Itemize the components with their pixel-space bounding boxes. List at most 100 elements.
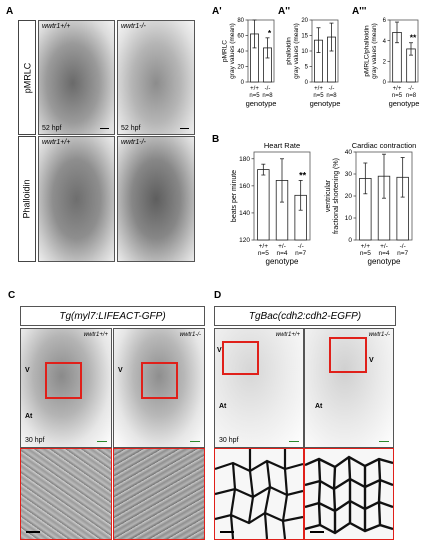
n-label: n=5 bbox=[258, 250, 269, 257]
genotype-label: wwtr1+/+ bbox=[83, 332, 108, 338]
row-label-box-pmrlc: pMRLC bbox=[18, 20, 36, 135]
zoom-c-mutant bbox=[113, 448, 205, 540]
y-axis-label: ventricular bbox=[325, 179, 332, 212]
n-label: n=8 bbox=[406, 93, 417, 99]
micrograph-pmrlc-mutant: wwtr1-/- 52 hpf bbox=[117, 20, 195, 135]
y-axis-label: beats per minute bbox=[231, 170, 238, 222]
x-tick-label: +/- bbox=[278, 243, 286, 250]
chart-title: Cardiac contraction bbox=[352, 141, 417, 150]
y-tick-label: 20 bbox=[345, 193, 353, 200]
y-tick-label: 0 bbox=[241, 80, 245, 86]
x-tick-label: -/- bbox=[298, 243, 304, 250]
y-axis-label: phalloidin bbox=[286, 37, 293, 65]
y-tick-label: 160 bbox=[239, 183, 250, 190]
scale-bar bbox=[289, 440, 299, 442]
micrograph-phalloidin-wt: wwtr1+/+ bbox=[38, 136, 115, 262]
y-tick-label: 10 bbox=[345, 215, 353, 222]
x-axis-label: genotype bbox=[368, 257, 401, 266]
ventricle-label: V bbox=[369, 357, 374, 364]
scale-bar bbox=[379, 440, 389, 442]
n-label: n=5 bbox=[392, 93, 403, 99]
roi-box bbox=[45, 362, 82, 399]
y-axis-label: pMRLC/phalloidin bbox=[364, 25, 371, 77]
genotype-label: wwtr1+/+ bbox=[42, 23, 71, 30]
ventricle-label: V bbox=[118, 367, 123, 374]
scale-bar bbox=[180, 127, 189, 129]
y-tick-label: 10 bbox=[301, 49, 308, 55]
y-tick-label: 140 bbox=[239, 210, 250, 217]
n-label: n=7 bbox=[397, 250, 408, 257]
x-tick-label: -/- bbox=[408, 86, 414, 92]
n-label: n=8 bbox=[262, 93, 273, 99]
y-tick-label: 20 bbox=[237, 65, 244, 71]
zoom-d-wt bbox=[214, 448, 304, 540]
x-tick-label: +/+ bbox=[361, 243, 371, 250]
scale-bar bbox=[190, 440, 200, 442]
n-label: n=5 bbox=[313, 93, 324, 99]
panel-c-title: Tg(myl7:LIFEACT-GFP) bbox=[20, 306, 205, 326]
y-axis-label: gray values (mean) bbox=[371, 23, 378, 79]
y-tick-label: 20 bbox=[301, 18, 308, 24]
significance-mark: ** bbox=[410, 33, 417, 43]
n-label: n=5 bbox=[249, 93, 260, 99]
y-tick-label: 4 bbox=[383, 39, 387, 45]
zoom-d-mutant bbox=[304, 448, 394, 540]
time-label: 52 hpf bbox=[42, 125, 62, 132]
x-axis-label: genotype bbox=[266, 257, 299, 266]
y-tick-label: 40 bbox=[345, 149, 353, 156]
x-axis-label: genotype bbox=[389, 99, 420, 108]
micrograph-pmrlc-wt: wwtr1+/+ 52 hpf bbox=[38, 20, 115, 135]
x-tick-label: +/+ bbox=[259, 243, 269, 250]
panel-label-a1: A' bbox=[212, 6, 222, 17]
y-tick-label: 30 bbox=[345, 171, 353, 178]
time-label: 52 hpf bbox=[121, 125, 141, 132]
time-label: 30 hpf bbox=[25, 437, 45, 444]
significance-mark: ** bbox=[299, 170, 307, 180]
scale-bar bbox=[220, 531, 234, 533]
micrograph-c-wt: wwtr1+/+ V At 30 hpf bbox=[20, 328, 112, 448]
y-tick-label: 6 bbox=[383, 18, 387, 24]
micrograph-c-mutant: wwtr1-/- V bbox=[113, 328, 205, 448]
x-tick-label: +/- bbox=[380, 243, 388, 250]
plot-frame bbox=[389, 19, 419, 83]
y-axis-label: pMRLC bbox=[222, 40, 229, 62]
y-tick-label: 60 bbox=[237, 34, 244, 40]
x-tick-label: -/- bbox=[329, 86, 335, 92]
x-tick-label: -/- bbox=[400, 243, 406, 250]
x-axis-label: genotype bbox=[310, 99, 341, 108]
n-label: n=7 bbox=[295, 250, 306, 257]
chart-a2: 0 5 10 15 20 phalloidin gray values (mean) +/+n… bbox=[286, 18, 341, 108]
atrium-label: At bbox=[25, 413, 33, 420]
bar bbox=[257, 169, 270, 241]
cell-junction-network bbox=[215, 449, 303, 539]
scale-bar bbox=[97, 440, 107, 442]
chart-title: Heart Rate bbox=[264, 141, 300, 150]
scale-bar bbox=[310, 531, 324, 533]
x-tick-label: +/+ bbox=[250, 86, 259, 92]
panel-label-a2: A'' bbox=[278, 6, 290, 17]
y-tick-label: 5 bbox=[305, 65, 309, 71]
y-axis-label: gray values (mean) bbox=[293, 23, 300, 79]
y-tick-label: 0 bbox=[305, 80, 309, 86]
genotype-label: wwtr1+/+ bbox=[275, 332, 300, 338]
panel-label-a: A bbox=[6, 6, 14, 17]
micrograph-d-mutant: wwtr1-/- V At bbox=[304, 328, 394, 448]
scale-bar bbox=[26, 531, 40, 533]
row-label-box-phalloidin: Phalloidin bbox=[18, 136, 36, 262]
micrograph-phalloidin-mutant: wwtr1-/- bbox=[117, 136, 195, 262]
roi-box bbox=[329, 337, 367, 373]
x-tick-label: +/+ bbox=[314, 86, 323, 92]
atrium-label: At bbox=[315, 403, 323, 410]
genotype-label: wwtr1-/- bbox=[179, 332, 201, 338]
ventricle-label: V bbox=[217, 347, 222, 354]
zoom-c-wt bbox=[20, 448, 112, 540]
roi-box bbox=[222, 341, 259, 375]
chart-a3: 0 2 4 6 pMRLC/phalloidin gray values (mean) +/… bbox=[364, 18, 420, 108]
genotype-label: wwtr1-/- bbox=[121, 139, 146, 146]
y-tick-label: 2 bbox=[383, 60, 387, 66]
micrograph-d-wt: wwtr1+/+ V At 30 hpf bbox=[214, 328, 304, 448]
y-tick-label: 15 bbox=[301, 34, 308, 40]
genotype-label: wwtr1-/- bbox=[368, 332, 390, 338]
y-tick-label: 0 bbox=[383, 80, 387, 86]
